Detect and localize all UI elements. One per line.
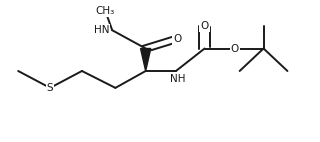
Text: O: O	[201, 21, 209, 31]
Text: CH₃: CH₃	[96, 6, 115, 15]
Text: NH: NH	[170, 74, 185, 84]
Text: O: O	[173, 34, 182, 44]
Text: S: S	[47, 83, 53, 93]
Text: O: O	[231, 43, 239, 54]
Text: HN: HN	[93, 25, 109, 35]
Polygon shape	[140, 49, 151, 71]
